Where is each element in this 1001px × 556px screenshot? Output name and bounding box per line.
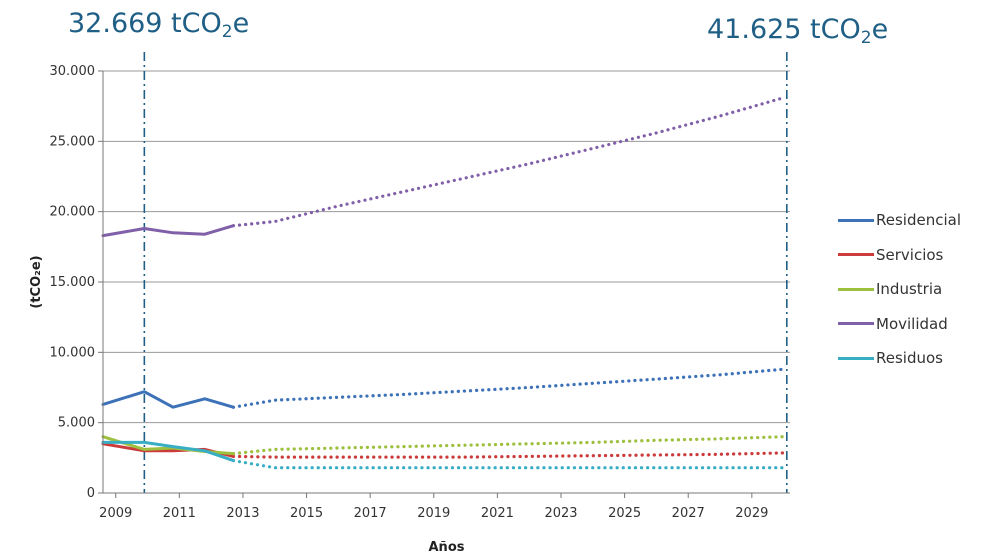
y-axis-title: (tCO₂e): [29, 255, 44, 308]
x-tick-label: 2019: [417, 506, 450, 521]
legend-item-industria: Industria: [838, 272, 961, 307]
x-tick-label: 2025: [608, 506, 641, 521]
x-tick-label: 2009: [99, 506, 132, 521]
legend-swatch: [838, 357, 874, 360]
reference-lines: [144, 52, 786, 493]
legend-label: Residencial: [876, 211, 961, 229]
y-tick-label: 30.000: [50, 64, 96, 79]
legend-label: Servicios: [876, 246, 943, 264]
x-tick-label: 2013: [226, 506, 259, 521]
x-tick-label: 2015: [290, 506, 323, 521]
legend-swatch: [838, 219, 874, 222]
x-tick-label: 2021: [481, 506, 514, 521]
series-residuos-projection: [233, 461, 783, 468]
y-tick-label: 10.000: [50, 345, 96, 360]
y-tick-label: 5.000: [58, 416, 95, 431]
x-tick-label: 2017: [354, 506, 387, 521]
series-industria-projection: [233, 437, 783, 454]
legend-item-movilidad: Movilidad: [838, 307, 961, 342]
series-residencial-historical: [103, 392, 233, 408]
y-tick-label: 20.000: [50, 205, 96, 220]
legend-label: Movilidad: [876, 315, 948, 333]
axis-layer: 0 5.000 10.000 15.000 20.000 25.000 30.000 2009…: [50, 64, 791, 521]
x-tick-label: 2029: [735, 506, 768, 521]
x-tick-label: 2027: [672, 506, 705, 521]
legend-label: Industria: [876, 280, 942, 298]
legend-item-servicios: Servicios: [838, 238, 961, 273]
x-axis-title: Años: [429, 540, 465, 555]
y-tick-label: 25.000: [50, 134, 96, 149]
legend-label: Residuos: [876, 349, 943, 367]
series-servicios-projection: [233, 453, 783, 457]
legend-item-residencial: Residencial: [838, 203, 961, 238]
y-tick-label: 0: [87, 486, 95, 501]
series-residencial-projection: [233, 369, 783, 407]
chart-legend: Residencial Servicios Industria Movilidad Re…: [838, 203, 961, 376]
grid-layer: [103, 71, 790, 493]
series-layer: [103, 98, 784, 468]
legend-swatch: [838, 288, 874, 291]
x-tick-label: 2011: [163, 506, 196, 521]
legend-item-residuos: Residuos: [838, 341, 961, 376]
series-movilidad-projection: [233, 98, 783, 226]
y-tick-label: 15.000: [50, 275, 96, 290]
legend-swatch: [838, 253, 874, 256]
x-tick-label: 2023: [544, 506, 577, 521]
series-movilidad-historical: [103, 226, 233, 236]
legend-swatch: [838, 322, 874, 325]
